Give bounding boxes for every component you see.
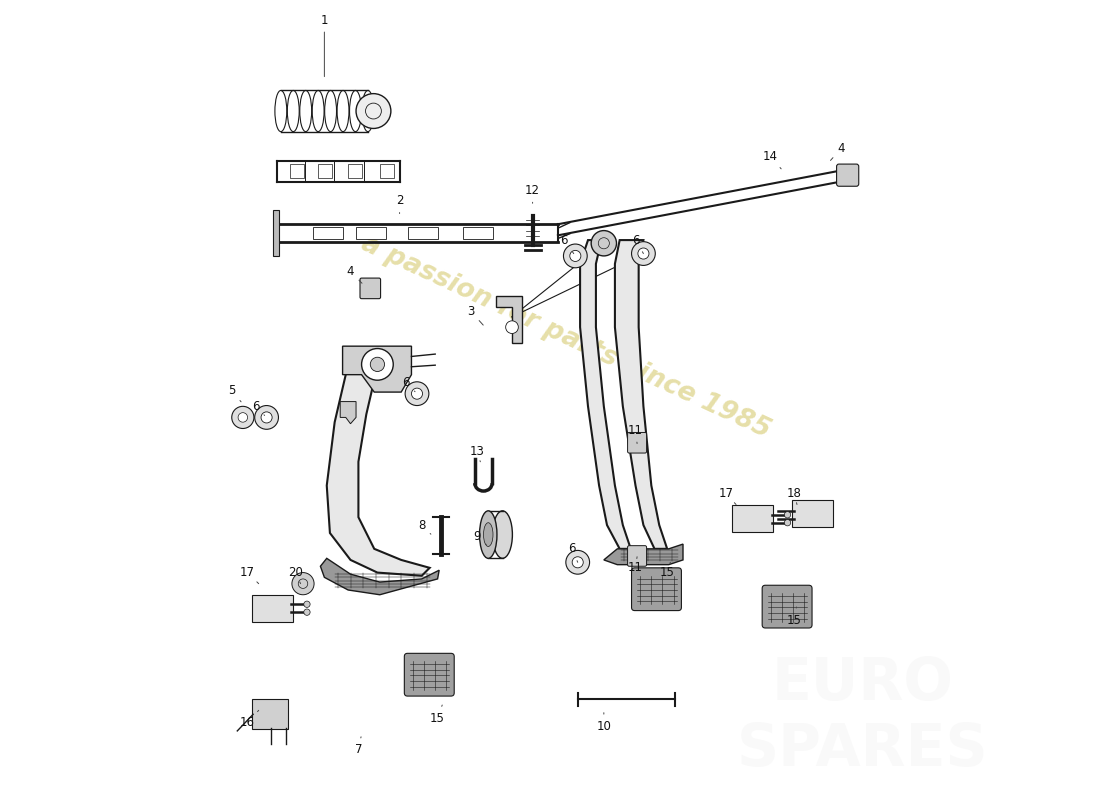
Circle shape: [405, 382, 429, 406]
Circle shape: [784, 519, 791, 526]
Text: 15: 15: [786, 607, 801, 626]
Circle shape: [784, 512, 791, 518]
Text: 7: 7: [354, 737, 362, 757]
Circle shape: [411, 388, 422, 399]
Text: a passion for parts since 1985: a passion for parts since 1985: [358, 230, 774, 443]
Polygon shape: [615, 240, 668, 549]
Text: 17: 17: [718, 487, 736, 505]
Text: 10: 10: [596, 713, 612, 733]
FancyBboxPatch shape: [407, 226, 438, 239]
Polygon shape: [604, 544, 683, 565]
Circle shape: [362, 349, 394, 380]
Text: 12: 12: [525, 184, 540, 203]
Text: 18: 18: [786, 487, 801, 505]
FancyBboxPatch shape: [405, 654, 454, 696]
Circle shape: [304, 601, 310, 607]
Text: 14: 14: [762, 150, 781, 169]
Circle shape: [565, 550, 590, 574]
Circle shape: [292, 573, 315, 594]
Text: 5: 5: [228, 384, 241, 402]
Circle shape: [631, 242, 656, 266]
Text: 6: 6: [252, 400, 265, 415]
Text: 16: 16: [240, 710, 258, 730]
Text: 11: 11: [628, 557, 643, 574]
Text: 6: 6: [631, 234, 644, 254]
Polygon shape: [327, 359, 430, 576]
FancyBboxPatch shape: [628, 433, 647, 453]
Circle shape: [638, 248, 649, 259]
Text: 15: 15: [430, 705, 446, 725]
Circle shape: [238, 413, 248, 422]
Circle shape: [570, 250, 581, 262]
Polygon shape: [273, 210, 279, 256]
Polygon shape: [580, 240, 630, 549]
Text: 1: 1: [320, 14, 328, 77]
Circle shape: [506, 321, 518, 334]
FancyBboxPatch shape: [733, 506, 773, 532]
Text: 6: 6: [561, 234, 574, 254]
FancyBboxPatch shape: [356, 226, 386, 239]
Circle shape: [304, 609, 310, 615]
Ellipse shape: [480, 511, 497, 558]
Text: 17: 17: [240, 566, 258, 584]
Polygon shape: [320, 558, 439, 594]
FancyBboxPatch shape: [252, 699, 288, 730]
Polygon shape: [340, 402, 356, 424]
Text: 11: 11: [628, 423, 643, 443]
Text: 13: 13: [470, 445, 485, 462]
FancyBboxPatch shape: [837, 164, 859, 186]
FancyBboxPatch shape: [463, 226, 493, 239]
Text: 4: 4: [830, 142, 845, 161]
Polygon shape: [496, 295, 522, 343]
Text: 6: 6: [403, 376, 415, 392]
Circle shape: [572, 557, 583, 568]
Text: 8: 8: [418, 518, 431, 534]
Text: EURO
SPARES: EURO SPARES: [737, 655, 989, 778]
Polygon shape: [342, 346, 411, 392]
Circle shape: [371, 358, 385, 371]
FancyBboxPatch shape: [289, 164, 304, 178]
Text: 15: 15: [660, 562, 674, 579]
Ellipse shape: [493, 511, 513, 558]
Text: 6: 6: [569, 542, 578, 562]
Circle shape: [232, 406, 254, 429]
FancyBboxPatch shape: [360, 278, 381, 298]
FancyBboxPatch shape: [318, 164, 332, 178]
Text: 20: 20: [287, 566, 303, 584]
FancyBboxPatch shape: [348, 164, 362, 178]
Text: 2: 2: [396, 194, 404, 214]
Circle shape: [255, 406, 278, 430]
Text: 9: 9: [473, 530, 486, 545]
FancyBboxPatch shape: [631, 568, 681, 610]
FancyBboxPatch shape: [252, 594, 293, 622]
Circle shape: [563, 244, 587, 268]
FancyBboxPatch shape: [379, 164, 394, 178]
Circle shape: [261, 412, 272, 423]
Text: 3: 3: [468, 305, 483, 325]
Circle shape: [356, 94, 390, 129]
Circle shape: [591, 230, 616, 256]
FancyBboxPatch shape: [312, 226, 342, 239]
Text: 4: 4: [346, 266, 362, 283]
FancyBboxPatch shape: [762, 586, 812, 628]
FancyBboxPatch shape: [792, 500, 834, 526]
Ellipse shape: [484, 522, 493, 546]
FancyBboxPatch shape: [628, 546, 647, 566]
